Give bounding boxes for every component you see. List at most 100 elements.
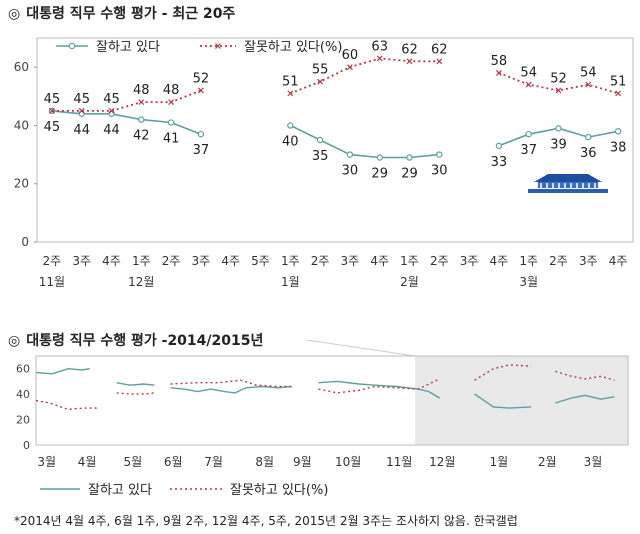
month-label: 4월 (78, 455, 97, 469)
series-line-bad (318, 378, 440, 394)
data-label-good: 45 (44, 120, 61, 135)
data-label-bad: 54 (580, 66, 597, 81)
x-tick-label: 1주 (281, 254, 300, 268)
marker-stroke (406, 58, 413, 65)
data-label-bad: 60 (342, 48, 359, 63)
data-point-good (614, 128, 622, 135)
data-label-bad: 51 (610, 74, 627, 89)
series-line-good (318, 380, 440, 399)
x-tick-label: 2주 (430, 254, 449, 268)
blue-house-icon (528, 174, 608, 193)
data-point-good (436, 151, 443, 158)
data-label-bad: 48 (133, 83, 150, 98)
data-point-bad (525, 81, 532, 88)
zoom-connector (303, 340, 416, 357)
data-point-good (138, 116, 145, 123)
data-point-bad (376, 55, 383, 62)
column-shape (558, 183, 560, 188)
data-label-good: 38 (610, 140, 627, 155)
month-label: 3월 (519, 275, 538, 289)
marker-stroke (287, 90, 294, 97)
title-bullet-icon: ◎ (8, 6, 21, 22)
column-shape (576, 183, 578, 188)
marker-stroke (555, 87, 562, 94)
legend-label-bad: 잘못하고 있다(%) (230, 483, 328, 498)
data-point-good (585, 133, 592, 141)
bottom-chart: 0 20 40 60 3월 4월 5월 6월 7월 8월 9월 10월 11월 12월 1월 2월 3월잘하고 … (16, 340, 629, 498)
month-label: 11월 (39, 275, 65, 289)
data-label-good: 44 (73, 123, 90, 138)
data-point-bad (197, 87, 204, 94)
marker-stroke (615, 90, 622, 97)
data-label-bad: 45 (44, 92, 61, 107)
x-tick-label: 3주 (579, 254, 598, 268)
data-point-bad (615, 90, 622, 97)
data-point-good (495, 142, 503, 150)
month-label: 8월 (255, 455, 274, 469)
marker-stroke (138, 99, 145, 106)
marker-stroke (585, 81, 592, 88)
data-point-bad (108, 107, 115, 114)
x-tick-label: 3주 (192, 254, 211, 268)
plot-frame (36, 37, 634, 243)
month-label: 2월 (538, 455, 557, 469)
y-tick-label: 0 (23, 439, 30, 452)
legend-label-good: 잘하고 있다 (96, 40, 160, 55)
x-tick-label: 2주 (162, 254, 181, 268)
month-label: 9월 (293, 455, 312, 469)
data-label-bad: 62 (431, 42, 448, 57)
footnote: *2014년 4월 4주, 6월 1주, 9월 2주, 12월 4주, 5주, … (14, 514, 518, 528)
data-point-good (287, 122, 294, 129)
month-label: 12월 (429, 455, 455, 469)
data-label-bad: 51 (282, 74, 299, 89)
legend-label-bad: 잘못하고 있다(%) (244, 40, 342, 55)
data-label-good: 29 (401, 166, 418, 181)
data-point-good (167, 119, 175, 126)
data-label-good: 40 (282, 134, 299, 149)
y-tick-label: 0 (21, 235, 29, 249)
top-chart: 0 20 40 60 2주 3주 4주 1주 2주 3주 4주 5주 1주 2주 3주 4주 1주 2주 3주 4주 1… (14, 37, 634, 289)
marker-stroke (525, 81, 532, 88)
data-point-bad (585, 81, 592, 88)
data-label-bad: 52 (193, 71, 210, 86)
marker-stroke (346, 64, 353, 71)
y-tick-label: 20 (14, 177, 29, 191)
month-label: 1월 (281, 275, 300, 289)
series-line-good (170, 385, 292, 394)
column-shape (552, 183, 554, 188)
data-point-bad (317, 78, 324, 85)
x-tick-label: 2주 (43, 254, 62, 268)
data-label-good: 44 (103, 123, 120, 138)
data-point-good (346, 151, 354, 158)
month-label: 10월 (335, 455, 361, 469)
legend-marker-good (68, 42, 76, 50)
data-point-bad (48, 107, 55, 114)
data-point-bad (346, 64, 353, 71)
month-label: 1월 (489, 455, 508, 469)
month-label: 12월 (128, 275, 154, 289)
marker-stroke (376, 55, 383, 62)
top-chart-title: ◎ 대통령 직무 수행 평가 - 최근 20주 (8, 3, 235, 23)
column-shape (582, 183, 584, 188)
data-label-bad: 45 (73, 92, 90, 107)
series-line-good (474, 393, 532, 409)
month-label: 7월 (204, 455, 223, 469)
column-shape (570, 183, 572, 188)
month-label: 3월 (37, 455, 56, 469)
y-tick-label: 20 (16, 414, 30, 427)
bottom-chart-title-text: 대통령 직무 수행 평가 -2014/2015년 (26, 333, 264, 349)
marker-stroke (78, 107, 85, 114)
base-shape (528, 189, 608, 193)
series-line-bad (116, 392, 155, 395)
data-label-good: 41 (163, 132, 180, 147)
data-point-bad (495, 70, 502, 76)
series-line-good (289, 124, 440, 159)
marker-stroke (108, 107, 115, 114)
marker-stroke (168, 99, 175, 106)
y-tick-label: 60 (14, 60, 29, 74)
data-label-good: 37 (193, 143, 210, 158)
month-label: 11월 (386, 455, 412, 469)
marker-stroke (436, 58, 443, 65)
y-tick-label: 40 (14, 118, 29, 132)
bottom-chart-title: ◎ 대통령 직무 수행 평가 -2014/2015년 (8, 330, 263, 350)
